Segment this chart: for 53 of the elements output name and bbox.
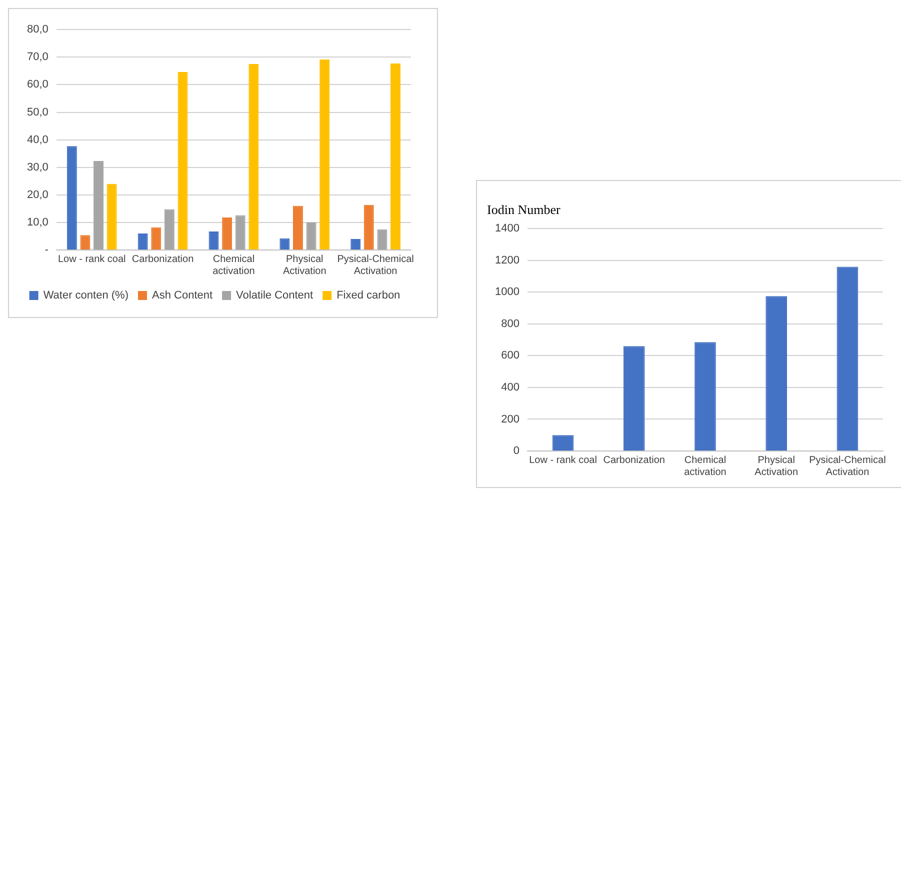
x-tick-label: Low - rank coal <box>58 254 126 265</box>
x-tick-label: Low - rank coal <box>529 454 597 466</box>
x-tick-label: Physical Activation <box>282 254 326 277</box>
bar <box>106 184 117 250</box>
bar <box>178 72 188 250</box>
x-tick-label: Carbonization <box>603 454 665 466</box>
y-tick-label: 0 <box>513 445 520 458</box>
x-tick-label: Pysical-Chemical Activation <box>809 454 886 478</box>
y-tick-label: 20,0 <box>26 188 48 201</box>
legend-label: Water conten (%) <box>43 290 129 302</box>
bar <box>623 346 645 450</box>
bar <box>390 63 400 250</box>
bar <box>164 209 174 250</box>
bar <box>208 232 219 250</box>
bar <box>306 222 316 250</box>
x-tick-label: Physical Activation <box>754 454 798 478</box>
legend-label: Ash Content <box>152 290 213 302</box>
bar <box>694 342 716 450</box>
y-tick-label: 400 <box>501 381 520 394</box>
bar <box>377 229 388 250</box>
y-tick-label: 30,0 <box>26 161 48 174</box>
y-tick-label: 70,0 <box>26 51 48 64</box>
x-tick-label: Chemical activation <box>212 254 255 277</box>
bar <box>222 217 232 250</box>
y-tick-label: 80,0 <box>26 24 48 36</box>
y-tick-label: 1000 <box>494 286 520 298</box>
legend-label: Volatile Content <box>236 290 314 302</box>
x-tick-label: Pysical-Chemical Activation <box>337 254 414 277</box>
y-tick-label: 50,0 <box>26 106 48 118</box>
y-tick-label: 60,0 <box>26 78 48 91</box>
x-tick-label: Chemical activation <box>684 454 726 478</box>
bar <box>66 146 77 250</box>
y-tick-label: 10,0 <box>26 216 48 228</box>
legend-label: Fixed carbon <box>336 290 400 302</box>
bar <box>94 161 104 250</box>
bar <box>552 435 574 450</box>
y-tick-label: 1200 <box>494 254 520 266</box>
bar <box>292 206 303 250</box>
y-tick-label: 200 <box>501 413 520 426</box>
bar <box>248 64 259 250</box>
bar <box>364 204 374 250</box>
bar <box>836 266 858 450</box>
y-tick-label: - <box>44 244 49 256</box>
bar <box>151 227 162 250</box>
y-tick-label: 1400 <box>494 222 520 235</box>
y-tick-label: 800 <box>501 318 520 330</box>
y-tick-label: 600 <box>501 350 520 362</box>
chart-title: Iodin Number <box>487 202 561 218</box>
bar <box>235 215 246 250</box>
bar <box>320 59 330 250</box>
x-tick-label: Carbonization <box>132 254 194 265</box>
y-tick-label: 40,0 <box>26 134 48 146</box>
bar <box>766 296 788 450</box>
